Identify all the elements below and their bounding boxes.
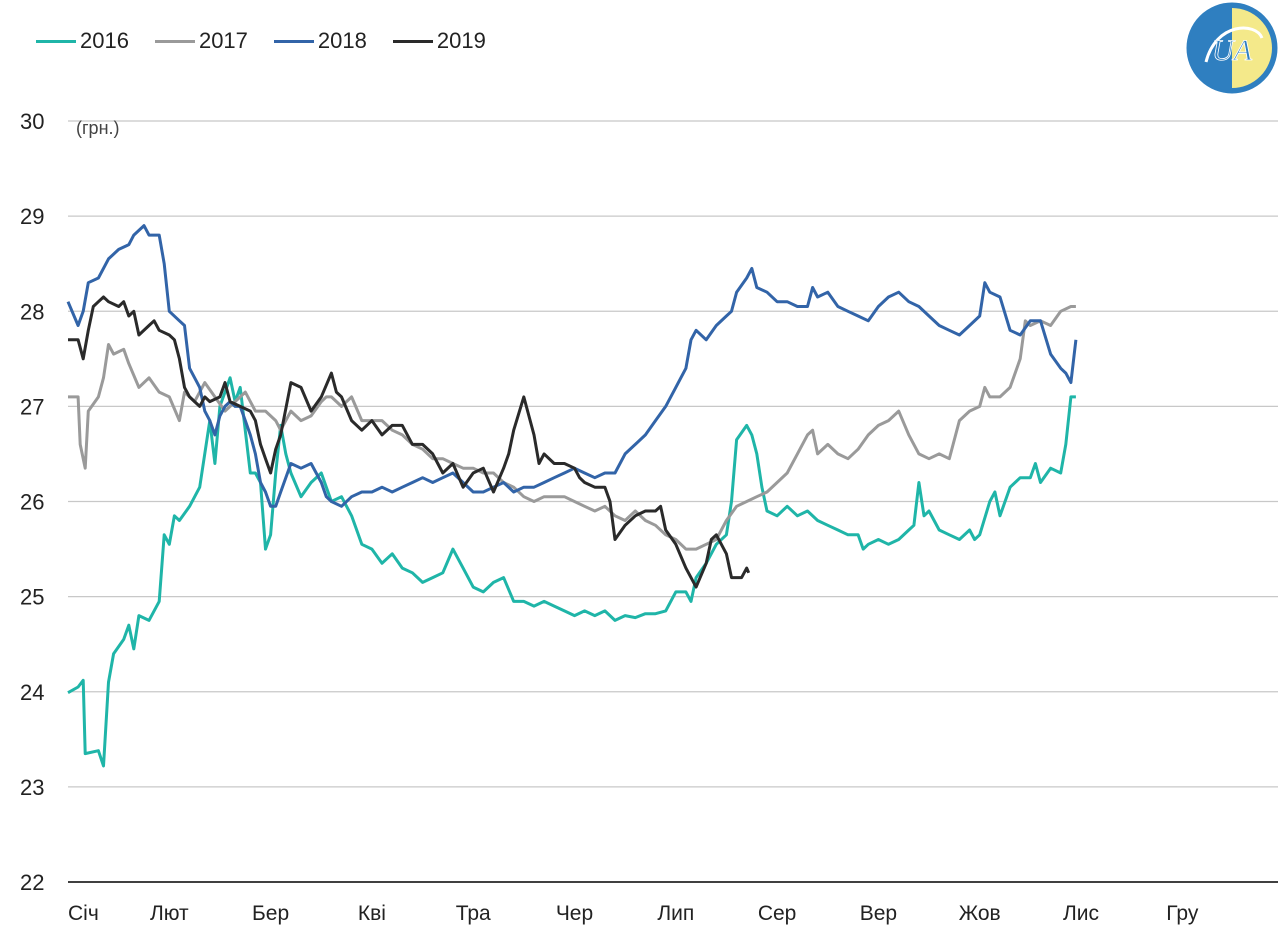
legend-label: 2017 bbox=[198, 28, 248, 53]
svg-text:UA: UA bbox=[1212, 34, 1253, 67]
x-tick-label: Бер bbox=[252, 902, 289, 925]
legend-label: 2019 bbox=[436, 28, 486, 53]
x-tick-label: Жов bbox=[959, 902, 1001, 925]
x-tick-label: Січ bbox=[68, 902, 99, 925]
y-tick-label: 27 bbox=[20, 394, 44, 419]
legend-swatch bbox=[392, 39, 433, 43]
legend: 2016 2017 2018 2019 bbox=[36, 28, 486, 54]
legend-item-2018: 2018 bbox=[273, 28, 367, 54]
x-tick-labels: Січ Лют Бер Кві Тра Чер Лип Сер Вер Жов Лис Гру bbox=[68, 902, 1199, 925]
unit-label: (грн.) bbox=[76, 118, 120, 138]
x-tick-label: Вер bbox=[860, 902, 897, 925]
series-line-2019 bbox=[68, 295, 751, 589]
x-tick-label: Чер bbox=[556, 902, 593, 925]
legend-swatch bbox=[273, 39, 314, 43]
y-tick-label: 22 bbox=[20, 870, 44, 895]
x-tick-label: Кві bbox=[358, 902, 386, 925]
series-line-2016 bbox=[67, 376, 1076, 768]
legend-label: 2016 bbox=[80, 28, 129, 53]
legend-item-2016: 2016 bbox=[36, 28, 129, 54]
x-tick-label: Лют bbox=[150, 902, 189, 925]
y-tick-label: 24 bbox=[20, 680, 44, 705]
x-tick-label: Лис bbox=[1063, 902, 1099, 925]
x-tick-label: Сер bbox=[758, 902, 797, 925]
x-tick-label: Лип bbox=[657, 902, 694, 925]
x-tick-label: Тра bbox=[456, 902, 491, 925]
series-lines bbox=[66, 224, 1078, 768]
y-tick-labels: 22 23 24 25 26 27 28 29 30 bbox=[20, 109, 44, 895]
series-line-2018 bbox=[66, 224, 1078, 508]
y-tick-label: 25 bbox=[20, 585, 44, 610]
ua-logo: UA bbox=[1186, 2, 1278, 94]
y-tick-label: 29 bbox=[20, 204, 44, 229]
series-line-2017 bbox=[68, 305, 1076, 551]
y-tick-label: 28 bbox=[20, 299, 44, 324]
legend-item-2017: 2017 bbox=[154, 28, 248, 54]
grid-lines bbox=[68, 120, 1278, 883]
x-tick-label: Гру bbox=[1166, 902, 1199, 925]
y-tick-label: 23 bbox=[20, 775, 44, 800]
legend-swatch bbox=[36, 39, 76, 43]
legend-item-2019: 2019 bbox=[392, 28, 486, 54]
legend-label: 2018 bbox=[317, 28, 367, 53]
y-tick-label: 26 bbox=[20, 490, 44, 515]
legend-swatch bbox=[154, 39, 195, 43]
y-tick-label: 30 bbox=[20, 109, 44, 134]
